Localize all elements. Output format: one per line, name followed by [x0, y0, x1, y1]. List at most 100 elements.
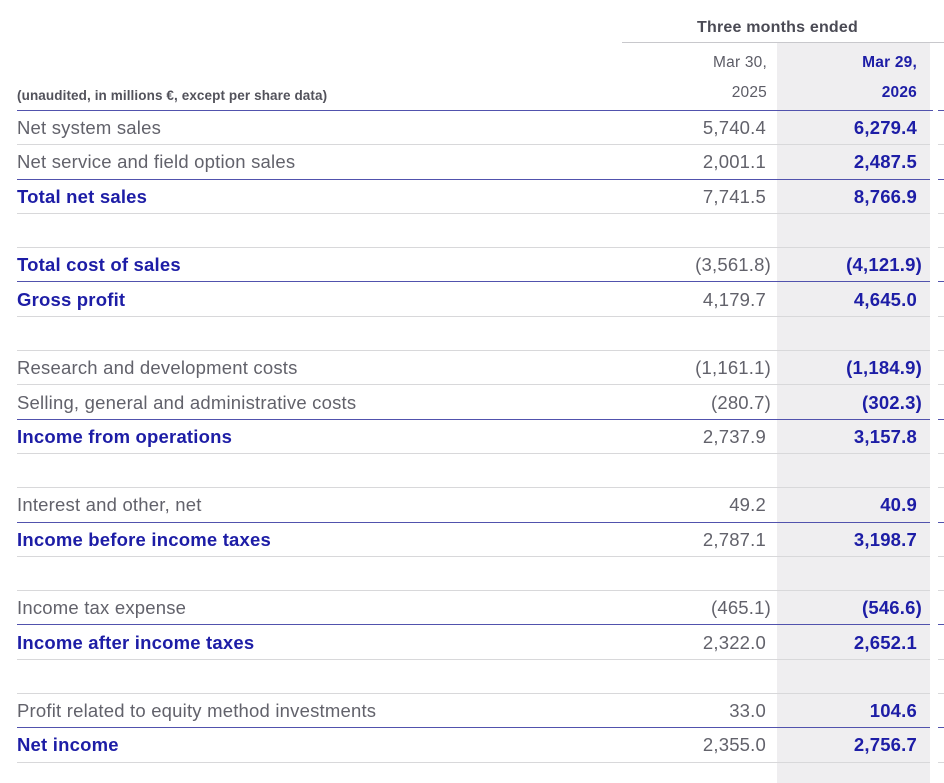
table-rows: Net system sales 5,740.4 6,279.4 Net servic…	[0, 111, 944, 763]
row-label: Net service and field option sales	[17, 151, 296, 173]
table-row: Income from operations 2,737.9 3,157.8	[0, 420, 944, 454]
row-separator-line	[17, 452, 930, 454]
row-separator-tick	[938, 521, 944, 523]
value-2025: 49.2	[729, 494, 766, 516]
row-separator-tick	[938, 658, 944, 660]
row-label: Net income	[17, 734, 119, 756]
row-separator-tick	[938, 727, 944, 729]
row-separator-line	[17, 281, 930, 283]
row-label: Interest and other, net	[17, 494, 202, 516]
value-2025: (280.7)	[710, 391, 771, 413]
row-separator-tick	[938, 555, 944, 557]
row-separator-line	[17, 521, 930, 523]
table-row: Net system sales 5,740.4 6,279.4	[0, 111, 944, 146]
col-2025-year: 2025	[731, 84, 767, 101]
value-2025: (465.1)	[710, 597, 771, 619]
row-separator-tick	[938, 178, 944, 180]
spacer-row	[0, 317, 944, 352]
value-2025: 2,001.1	[702, 151, 766, 173]
value-2025: (3,561.8)	[695, 254, 771, 276]
row-separator-line	[17, 555, 930, 557]
row-separator-line	[17, 144, 930, 146]
row-separator-line	[17, 384, 930, 386]
row-label: Selling, general and administrative cost…	[17, 391, 357, 413]
row-separator-line	[17, 624, 930, 626]
value-2026: 6,279.4	[853, 117, 917, 139]
value-2025: 33.0	[729, 700, 766, 722]
table-row: Selling, general and administrative cost…	[0, 385, 944, 420]
period-group-underline	[622, 42, 944, 43]
header-underline	[17, 110, 933, 111]
table-row: Profit related to equity method investme…	[0, 694, 944, 729]
table-row: Income tax expense (465.1) (546.6)	[0, 591, 944, 626]
row-label: Profit related to equity method investme…	[17, 700, 377, 722]
spacer-row	[0, 214, 944, 249]
row-separator-line	[17, 693, 930, 695]
col-2026-month: Mar 29,	[862, 54, 917, 71]
value-2026: 104.6	[869, 700, 917, 722]
row-separator-tick	[938, 624, 944, 626]
row-separator-line	[17, 247, 930, 249]
row-separator-tick	[938, 315, 944, 317]
table-row: Net service and field option sales 2,001.…	[0, 145, 944, 180]
value-2025: 5,740.4	[702, 117, 766, 139]
header-underline-tick	[938, 110, 944, 111]
value-2025: (1,161.1)	[695, 357, 771, 379]
row-separator-tick	[938, 247, 944, 249]
row-separator-tick	[938, 452, 944, 454]
row-separator-line	[17, 350, 930, 352]
row-label: Income from operations	[17, 425, 233, 447]
value-2025: 2,322.0	[702, 631, 766, 653]
value-2025: 4,179.7	[702, 288, 766, 310]
value-2026: (1,184.9)	[846, 357, 922, 379]
row-separator-tick	[938, 212, 944, 214]
row-separator-line	[17, 590, 930, 592]
value-2026: (4,121.9)	[846, 254, 922, 276]
row-separator-line	[17, 418, 930, 420]
table-row: Interest and other, net 49.2 40.9	[0, 488, 944, 523]
row-separator-tick	[938, 590, 944, 592]
period-group-header: Three months ended	[697, 19, 858, 36]
value-2026: 3,198.7	[853, 528, 917, 550]
row-separator-line	[17, 178, 930, 180]
row-separator-tick	[938, 487, 944, 489]
row-label: Income before income taxes	[17, 528, 272, 550]
value-2026: (546.6)	[861, 597, 922, 619]
row-separator-line	[17, 212, 930, 214]
row-separator-tick	[938, 384, 944, 386]
row-label: Income tax expense	[17, 597, 187, 619]
value-2026: 4,645.0	[853, 288, 917, 310]
value-2025: 2,737.9	[702, 425, 766, 447]
row-label: Total net sales	[17, 185, 148, 207]
row-separator-tick	[938, 281, 944, 283]
table-row: Total cost of sales (3,561.8) (4,121.9)	[0, 248, 944, 283]
col-2026-year: 2026	[881, 84, 917, 101]
value-2025: 2,355.0	[702, 734, 766, 756]
row-separator-tick	[938, 761, 944, 763]
row-separator-tick	[938, 144, 944, 146]
table-row: Income before income taxes 2,787.1 3,198.7	[0, 523, 944, 557]
row-separator-tick	[938, 418, 944, 420]
row-label: Gross profit	[17, 288, 126, 310]
value-2026: 8,766.9	[853, 185, 917, 207]
col-2025-month: Mar 30,	[713, 54, 767, 71]
table-row: Net income 2,355.0 2,756.7	[0, 728, 944, 763]
row-separator-line	[17, 315, 930, 317]
row-separator-tick	[938, 350, 944, 352]
row-separator-line	[17, 487, 930, 489]
row-label: Net system sales	[17, 117, 162, 139]
row-label: Income after income taxes	[17, 631, 255, 653]
row-separator-line	[17, 658, 930, 660]
spacer-row	[0, 557, 944, 592]
value-2025: 2,787.1	[702, 528, 766, 550]
value-2026: (302.3)	[861, 391, 922, 413]
value-2026: 2,652.1	[853, 631, 917, 653]
value-2026: 3,157.8	[853, 425, 917, 447]
units-note: (unaudited, in millions €, except per sh…	[17, 88, 328, 103]
spacer-row	[0, 454, 944, 489]
row-label: Research and development costs	[17, 357, 298, 379]
value-2026: 2,756.7	[853, 734, 917, 756]
table-row: Research and development costs (1,161.1) (…	[0, 351, 944, 386]
table-row: Total net sales 7,741.5 8,766.9	[0, 180, 944, 214]
